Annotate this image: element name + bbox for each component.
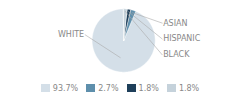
html-text:1.8%: 1.8%: [178, 83, 200, 93]
svg-text:WHITE: WHITE: [58, 30, 84, 39]
html-text:93.7%: 93.7%: [52, 83, 79, 93]
svg-text:HISPANIC: HISPANIC: [163, 34, 201, 43]
html-text:2.7%: 2.7%: [98, 83, 119, 93]
html-text:1.8%: 1.8%: [138, 83, 159, 93]
svg-text:ASIAN: ASIAN: [163, 19, 187, 28]
svg-text:BLACK: BLACK: [163, 50, 190, 59]
